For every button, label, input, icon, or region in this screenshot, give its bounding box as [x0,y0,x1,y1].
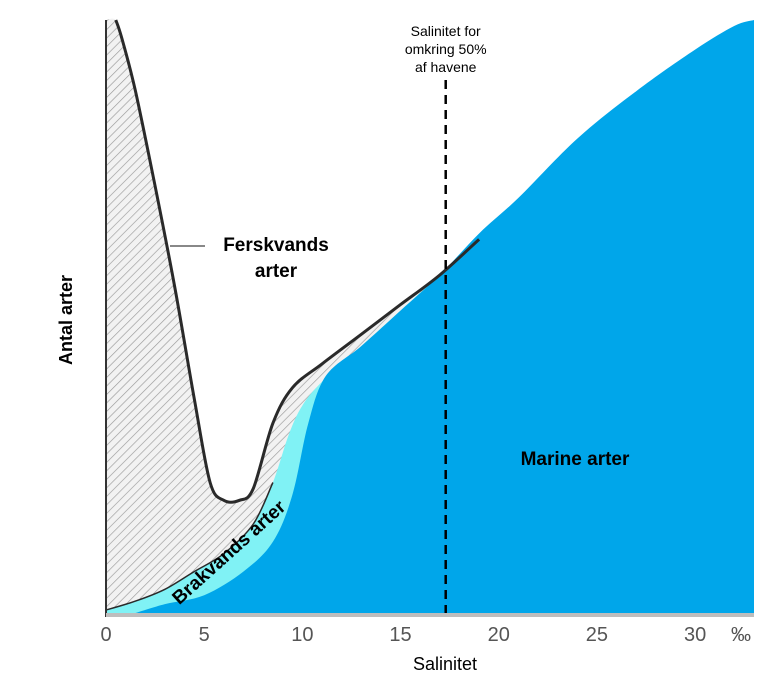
x-tick-labels: 0 5 10 15 20 25 30 [100,624,706,646]
brakvands-curve [105,482,274,611]
salinity-annotation-text: af havene [415,59,477,75]
x-tick-label: 10 [291,624,313,646]
x-tick-label: 0 [100,624,111,646]
x-tick-label: 5 [199,624,210,646]
x-unit-label: ‰ [731,624,751,646]
x-axis-title: Salinitet [413,654,477,674]
x-axis-band [106,613,754,617]
marine-area [135,20,754,613]
marine-label: Marine arter [521,449,630,470]
x-tick-label: 20 [488,624,510,646]
salinity-annotation-text: Salinitet for [411,23,481,39]
salinity-annotation-text: omkring 50% [405,41,487,57]
salinity-annotation: Salinitet for omkring 50% af havene [405,23,487,613]
plot-area [105,18,754,613]
y-axis-title: Antal arter [56,275,76,365]
x-tick-label: 15 [389,624,411,646]
x-tick-label: 30 [684,624,706,646]
ferskvands-label: Ferskvands arter [223,235,329,282]
x-tick-label: 25 [586,624,608,646]
ferskvands-curve [114,19,481,504]
